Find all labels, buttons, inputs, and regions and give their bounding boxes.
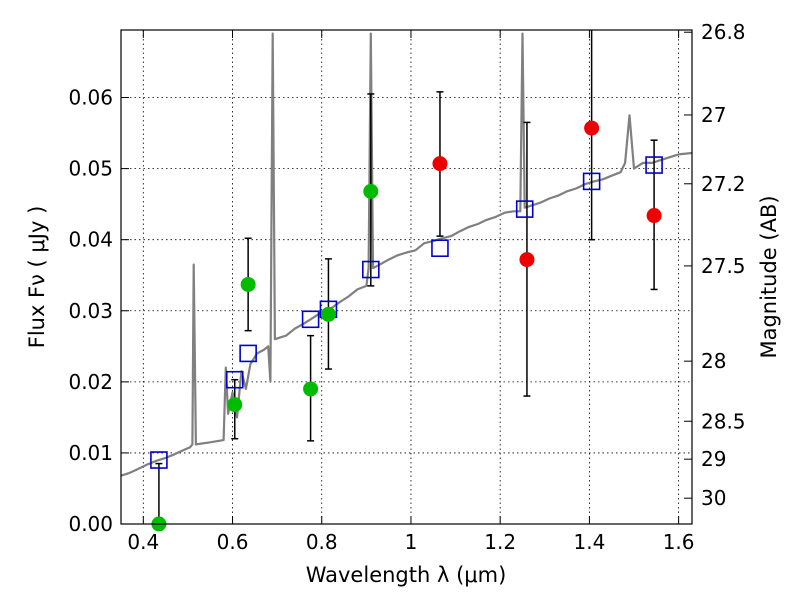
observed-nir-point [584, 120, 600, 136]
x-tick-label: 1.2 [484, 530, 516, 554]
observed-nir-point [519, 252, 535, 268]
mag-tick-label: 26.8 [701, 20, 746, 44]
y-tick-label: 0.03 [68, 299, 113, 323]
right-axis-label: Magnitude (AB) [757, 195, 781, 358]
model-photometry-square [150, 451, 168, 469]
mag-tick-label: 28 [701, 349, 726, 373]
y-tick-label: 0.04 [68, 228, 113, 252]
x-tick-label: 0.6 [217, 530, 249, 554]
observed-optical-point [227, 397, 243, 413]
mag-tick-label: 27 [701, 103, 726, 127]
y-tick-label: 0.01 [68, 441, 113, 465]
observed-nir-point [432, 156, 448, 172]
model-photometry-square [582, 172, 601, 191]
x-tick-label: 1 [405, 530, 418, 554]
x-axis-label: Wavelength λ (μm) [306, 563, 507, 587]
observed-optical-point [303, 381, 319, 397]
observed-optical-point [363, 183, 379, 199]
mag-tick-label: 28.5 [701, 409, 746, 433]
model-photometry-layer [150, 156, 663, 469]
mag-tick-label: 27.2 [701, 172, 746, 196]
mag-tick-label: 30 [701, 486, 726, 510]
model-photometry-square [225, 370, 244, 389]
observed-optical-point [240, 276, 256, 292]
model-photometry-square [645, 156, 663, 174]
plot-frame [120, 29, 693, 525]
model-photometry-square [362, 260, 380, 279]
model-photometry-square [431, 239, 449, 258]
spectrum-layer [120, 32, 693, 477]
model-photometry-square [239, 344, 257, 363]
mag-tick-label: 29 [701, 447, 726, 471]
x-tick-label: 1.6 [663, 530, 695, 554]
observed-nir-point [646, 208, 662, 224]
y-tick-label: 0.02 [68, 370, 113, 394]
grid [121, 30, 692, 524]
y-tick-label: 0.00 [68, 512, 113, 536]
model-photometry-square [301, 310, 320, 329]
ticks [121, 30, 692, 525]
x-tick-label: 0.8 [306, 530, 338, 554]
y-tick-label: 0.05 [68, 157, 113, 181]
tick-labels: 0.4 0.6 0.8 1 1.2 1.4 1.6 0.00 0.01 0.02 0.03 0.04 0… [68, 20, 745, 554]
y-tick-label: 0.06 [68, 86, 113, 110]
x-tick-label: 1.4 [573, 530, 605, 554]
observed-optical-point [320, 306, 336, 322]
x-tick-label: 0.4 [127, 530, 159, 554]
mag-tick-label: 27.5 [701, 254, 746, 278]
model-spectrum-line [120, 32, 693, 477]
y-axis-label: Flux Fν ( μJy ) [25, 206, 49, 349]
plot-area [121, 30, 692, 524]
model-photometry-square [515, 200, 534, 218]
